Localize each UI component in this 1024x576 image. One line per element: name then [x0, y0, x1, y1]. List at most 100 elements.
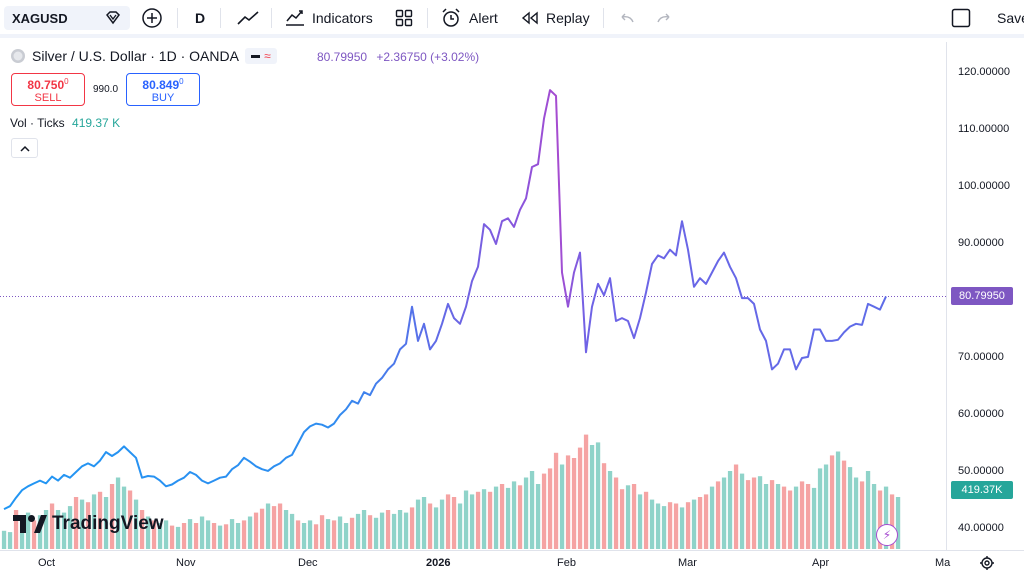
volume-bar — [121, 486, 127, 549]
volume-bar — [427, 503, 433, 549]
volume-bar — [73, 497, 79, 549]
volume-bar — [217, 525, 223, 549]
price-axis-label: 110.00000 — [958, 123, 1010, 135]
price-axis-label: 90.00000 — [958, 237, 1004, 249]
save-button[interactable]: Save — [997, 10, 1024, 26]
volume-bar — [61, 512, 67, 549]
volume-bar — [655, 503, 661, 549]
volume-legend-label: Vol · Ticks — [10, 116, 65, 130]
volume-bar — [493, 486, 499, 549]
volume-bar — [601, 463, 607, 549]
volume-bar — [133, 499, 139, 549]
price-axis[interactable] — [946, 42, 1024, 550]
redo-button[interactable] — [655, 0, 673, 36]
volume-bar — [715, 481, 721, 549]
time-axis-label: Mar — [678, 557, 697, 569]
alert-button[interactable]: Alert — [440, 0, 498, 36]
chart-type-button[interactable] — [236, 0, 260, 36]
volume-bar — [607, 471, 613, 549]
volume-bar — [505, 487, 511, 549]
tv-logo-icon — [13, 515, 47, 533]
volume-bar — [745, 480, 751, 549]
volume-bar — [169, 525, 175, 549]
replay-button[interactable]: Replay — [521, 0, 590, 36]
price-chart[interactable] — [0, 42, 946, 550]
volume-bar — [25, 512, 31, 549]
interval-button[interactable]: D — [195, 10, 206, 26]
sell-button[interactable]: 80.7500 SELL — [11, 73, 85, 106]
rewind-icon — [521, 11, 538, 25]
volume-bar — [331, 520, 337, 549]
volume-legend[interactable]: Vol · Ticks 419.37 K — [10, 116, 120, 130]
market-status-icon[interactable]: ≈ — [244, 48, 277, 64]
volume-bar — [277, 503, 283, 549]
buy-button[interactable]: 80.8490 BUY — [126, 73, 200, 106]
volume-bar — [643, 491, 649, 549]
compare-symbol-button[interactable] — [141, 0, 163, 36]
volume-bar — [79, 499, 85, 549]
volume-bar — [703, 494, 709, 549]
volume-bar — [517, 485, 523, 549]
sell-price: 80.750 — [27, 78, 65, 92]
time-axis[interactable] — [0, 550, 1024, 576]
silver-coin-icon — [11, 49, 25, 63]
volume-bar — [877, 490, 883, 549]
price-axis-label: 60.00000 — [958, 408, 1004, 420]
volume-bar — [469, 494, 475, 549]
tradingview-logo[interactable]: TradingView — [12, 513, 164, 535]
volume-bar — [577, 447, 583, 549]
volume-bar — [523, 477, 529, 549]
volume-bar — [787, 490, 793, 549]
volume-bar — [529, 471, 535, 549]
templates-button[interactable] — [395, 0, 413, 36]
toolbar-divider — [603, 8, 604, 28]
volume-bar — [457, 503, 463, 549]
volume-bar — [247, 516, 253, 549]
symbol-search-button[interactable]: XAGUSD — [4, 6, 130, 30]
volume-bar — [223, 524, 229, 549]
volume-bar — [13, 510, 19, 549]
plus-circle-icon — [142, 8, 162, 28]
legend-values: 80.79950 +2.36750 (+3.02%) — [317, 50, 479, 64]
volume-bar — [721, 477, 727, 549]
volume-bar — [235, 523, 241, 549]
undo-button[interactable] — [618, 0, 636, 36]
current-price-tag: 80.79950 — [951, 287, 1013, 306]
volume-bar — [757, 476, 763, 549]
volume-bar — [43, 510, 49, 549]
volume-bar — [733, 464, 739, 549]
volume-bar — [829, 455, 835, 549]
volume-bar — [445, 494, 451, 549]
buy-label: BUY — [151, 92, 175, 104]
volume-bar — [367, 515, 373, 549]
chart-legend-title[interactable]: Silver / U.S. Dollar · 1D · OANDA ≈ — [10, 48, 277, 64]
lightning-icon[interactable]: ⚡ — [876, 524, 898, 546]
volume-bar — [283, 510, 289, 549]
indicators-button[interactable]: Indicators — [284, 0, 373, 36]
volume-bar — [67, 506, 73, 549]
volume-bar — [883, 486, 889, 549]
collapse-legend-button[interactable] — [11, 138, 38, 158]
volume-bar — [379, 512, 385, 549]
settings-gear-icon[interactable] — [979, 555, 995, 576]
price-series-line — [3, 89, 887, 511]
top-toolbar: XAGUSD D Indicators Alert Replay Save — [0, 0, 1024, 38]
layout-button[interactable] — [951, 0, 971, 36]
volume-bar — [697, 497, 703, 549]
price-axis-label: 40.00000 — [958, 522, 1004, 534]
volume-bar — [31, 520, 37, 549]
volume-bar — [355, 513, 361, 549]
price-axis-label: 100.00000 — [958, 180, 1010, 192]
volume-bar — [55, 510, 61, 549]
volume-bar — [799, 481, 805, 549]
symbol-info-icon[interactable] — [104, 10, 122, 26]
volume-bar — [229, 519, 235, 549]
volume-bar — [391, 513, 397, 549]
volume-bar — [835, 451, 841, 549]
toolbar-divider — [271, 8, 272, 28]
volume-bar — [619, 489, 625, 549]
volume-bar — [145, 516, 151, 549]
buy-price-pipette: 0 — [179, 77, 184, 86]
volume-bar — [301, 523, 307, 549]
volume-bar — [349, 517, 355, 549]
